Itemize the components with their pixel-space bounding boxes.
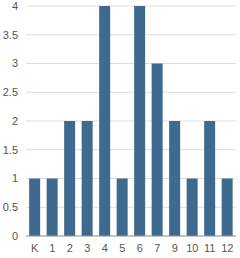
svg-text:1: 1 (49, 242, 55, 254)
svg-text:5: 5 (119, 242, 125, 254)
svg-text:9: 9 (172, 242, 178, 254)
svg-text:K: K (31, 242, 39, 254)
svg-text:3: 3 (12, 57, 18, 69)
svg-text:6: 6 (137, 242, 143, 254)
svg-text:0: 0 (12, 230, 18, 242)
svg-text:7: 7 (154, 242, 160, 254)
svg-text:2: 2 (12, 115, 18, 127)
svg-text:11: 11 (204, 242, 215, 254)
svg-text:2: 2 (67, 242, 73, 254)
svg-text:3: 3 (84, 242, 90, 254)
svg-text:10: 10 (186, 242, 198, 254)
svg-text:12: 12 (221, 242, 232, 254)
svg-text:3.5: 3.5 (8, 29, 18, 41)
svg-text:1.5: 1.5 (8, 144, 18, 156)
svg-text:2.5: 2.5 (8, 86, 18, 98)
svg-text:4: 4 (102, 242, 108, 254)
svg-text:1: 1 (12, 172, 18, 184)
svg-text:4: 4 (12, 0, 18, 12)
svg-text:0.5: 0.5 (8, 201, 18, 213)
